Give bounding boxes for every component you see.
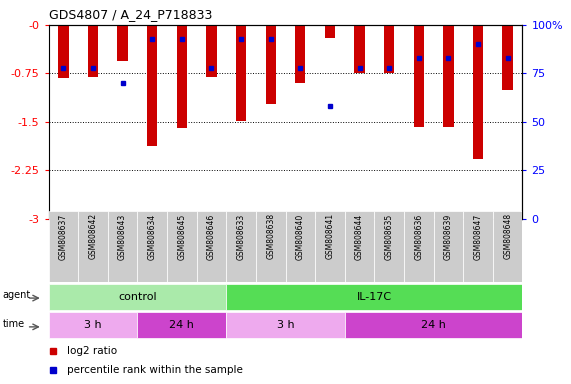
Bar <box>176 25 187 128</box>
Text: GSM808633: GSM808633 <box>236 214 246 260</box>
Bar <box>236 25 246 121</box>
Bar <box>88 25 98 77</box>
Text: GSM808646: GSM808646 <box>207 214 216 260</box>
Bar <box>138 211 167 282</box>
Bar <box>315 211 345 282</box>
Bar <box>433 211 463 282</box>
Text: GSM808637: GSM808637 <box>59 214 68 260</box>
Text: GDS4807 / A_24_P718833: GDS4807 / A_24_P718833 <box>49 8 212 21</box>
Text: GSM808634: GSM808634 <box>148 214 156 260</box>
Bar <box>138 313 226 338</box>
Bar <box>443 25 453 127</box>
Bar <box>196 211 226 282</box>
Bar <box>49 284 226 310</box>
Bar <box>295 25 305 83</box>
Bar <box>78 211 108 282</box>
Text: GSM808648: GSM808648 <box>503 214 512 260</box>
Bar <box>58 25 69 78</box>
Bar <box>345 313 522 338</box>
Bar <box>325 25 335 38</box>
Text: 3 h: 3 h <box>277 320 294 331</box>
Bar <box>463 211 493 282</box>
Text: GSM808647: GSM808647 <box>473 214 482 260</box>
Text: 24 h: 24 h <box>421 320 446 331</box>
Bar <box>473 25 483 159</box>
Text: control: control <box>118 291 156 302</box>
Bar <box>108 211 138 282</box>
Bar <box>256 211 286 282</box>
Bar <box>226 211 256 282</box>
Bar <box>286 211 315 282</box>
Text: GSM808641: GSM808641 <box>325 214 335 260</box>
Bar <box>384 25 395 73</box>
Text: GSM808635: GSM808635 <box>385 214 393 260</box>
Text: GSM808640: GSM808640 <box>296 214 305 260</box>
Text: 24 h: 24 h <box>170 320 194 331</box>
Bar <box>413 25 424 127</box>
Text: GSM808645: GSM808645 <box>178 214 186 260</box>
Bar <box>118 25 128 61</box>
Text: time: time <box>2 319 25 329</box>
Text: GSM808644: GSM808644 <box>355 214 364 260</box>
Bar <box>404 211 433 282</box>
Text: GSM808636: GSM808636 <box>415 214 423 260</box>
Text: GSM808638: GSM808638 <box>266 214 275 260</box>
Bar <box>49 313 138 338</box>
Text: percentile rank within the sample: percentile rank within the sample <box>67 365 243 375</box>
Bar <box>375 211 404 282</box>
Text: GSM808639: GSM808639 <box>444 214 453 260</box>
Bar <box>355 25 365 73</box>
Text: agent: agent <box>2 290 31 300</box>
Bar <box>147 25 158 146</box>
Text: log2 ratio: log2 ratio <box>67 346 118 356</box>
Bar <box>502 25 513 89</box>
Bar <box>226 284 522 310</box>
Bar <box>49 211 78 282</box>
Bar <box>226 313 345 338</box>
Text: GSM808643: GSM808643 <box>118 214 127 260</box>
Text: 3 h: 3 h <box>84 320 102 331</box>
Bar <box>206 25 216 77</box>
Bar <box>493 211 522 282</box>
Text: IL-17C: IL-17C <box>357 291 392 302</box>
Bar <box>167 211 196 282</box>
Text: GSM808642: GSM808642 <box>89 214 98 260</box>
Bar <box>345 211 375 282</box>
Bar <box>266 25 276 104</box>
